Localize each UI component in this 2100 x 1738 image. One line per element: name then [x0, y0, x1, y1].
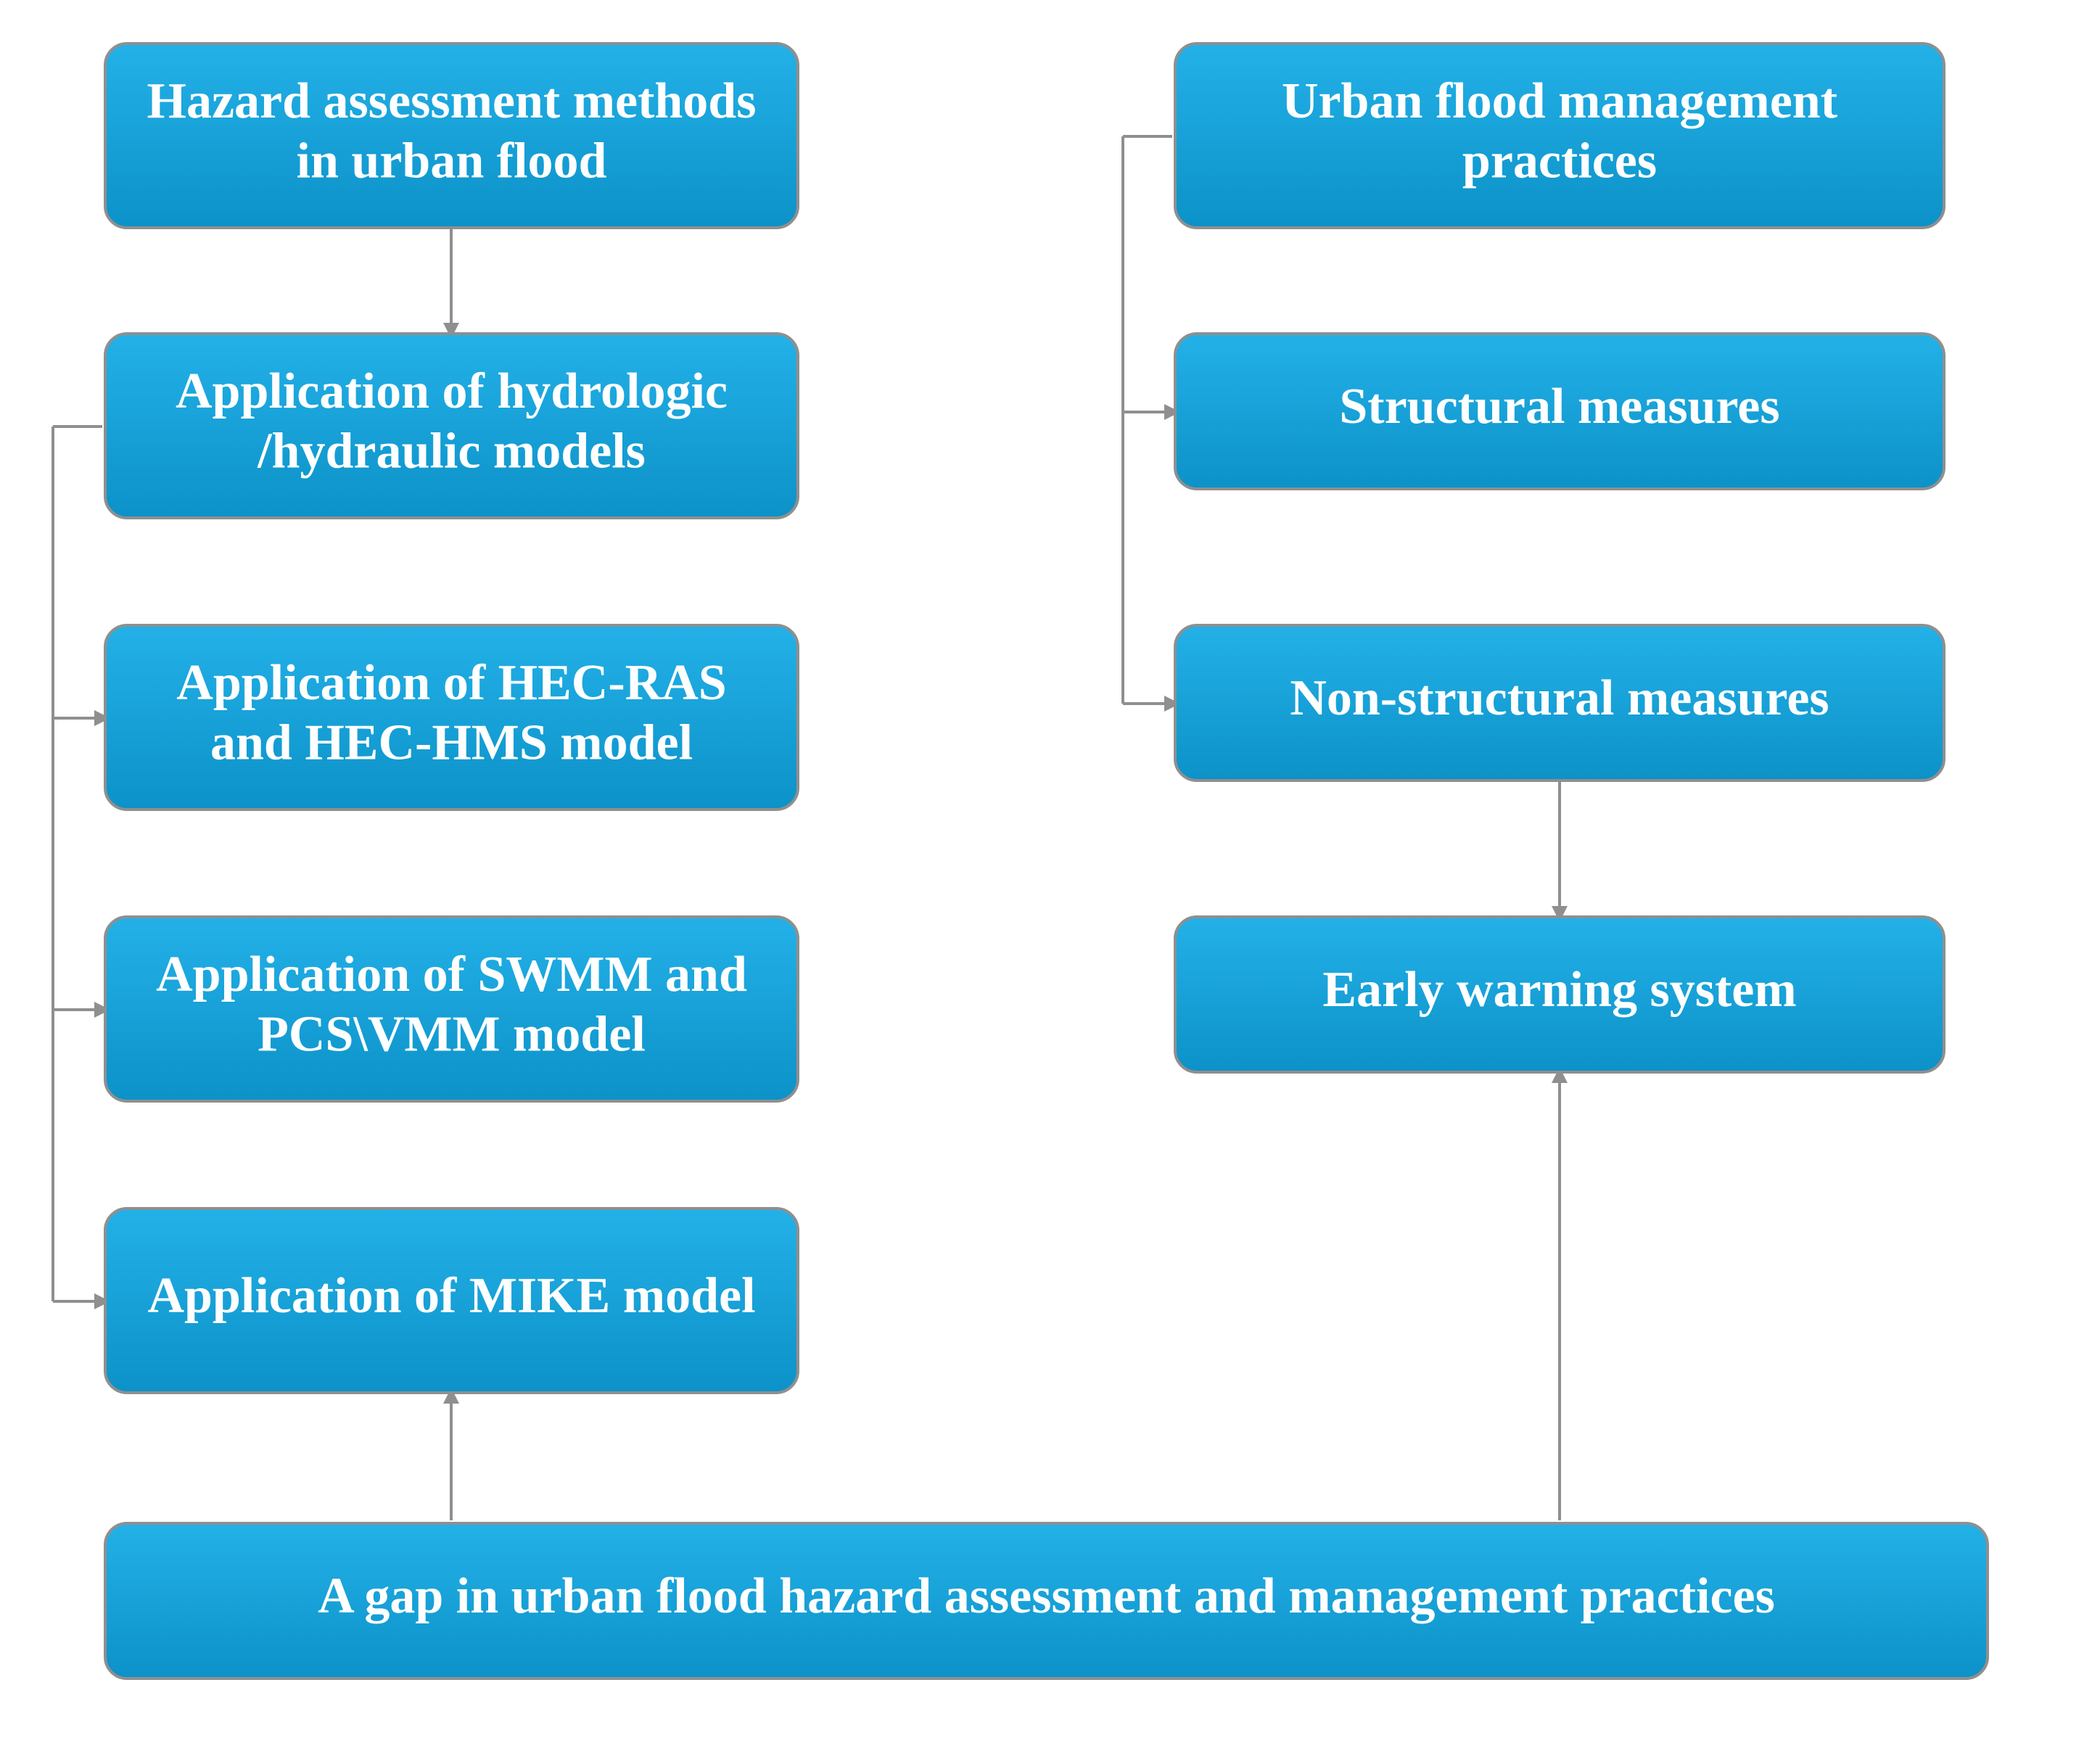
- flowchart-node-ews: Early warning system: [1175, 917, 1944, 1072]
- node-label: Hazard assessment methods: [147, 73, 757, 129]
- flowchart-node-swmm: Application of SWMM andPCS\VMM model: [105, 917, 798, 1101]
- node-label: Urban flood management: [1282, 73, 1837, 129]
- node-label: Early warning system: [1322, 962, 1796, 1018]
- flowchart-node-hydro: Application of hydrologic/hydraulic mode…: [105, 334, 798, 518]
- node-label: Application of SWMM and: [156, 947, 747, 1002]
- node-label: Application of MIKE model: [147, 1268, 755, 1324]
- node-label: Non-structural measures: [1290, 670, 1829, 726]
- node-label: PCS\VMM model: [258, 1006, 646, 1062]
- node-label: in urban flood: [297, 133, 607, 189]
- flowchart-node-hazard: Hazard assessment methodsin urban flood: [105, 44, 798, 228]
- flowchart-node-hec: Application of HEC-RASand HEC-HMS model: [105, 625, 798, 810]
- node-label: Application of HEC-RAS: [176, 655, 726, 711]
- node-label: practices: [1462, 133, 1657, 189]
- node-label: /hydraulic models: [257, 423, 646, 479]
- flowchart-node-mike: Application of MIKE model: [105, 1208, 798, 1393]
- flowchart-node-mgmt: Urban flood managementpractices: [1175, 44, 1944, 228]
- flowchart-node-gap: A gap in urban flood hazard assessment a…: [105, 1523, 1988, 1679]
- node-label: Application of hydrologic: [176, 363, 728, 419]
- node-label: Structural measures: [1339, 379, 1779, 434]
- node-label: A gap in urban flood hazard assessment a…: [318, 1568, 1775, 1624]
- flowchart-node-struct: Structural measures: [1175, 334, 1944, 489]
- node-label: and HEC-HMS model: [210, 714, 693, 770]
- flowchart-node-nonstruct: Non-structural measures: [1175, 625, 1944, 781]
